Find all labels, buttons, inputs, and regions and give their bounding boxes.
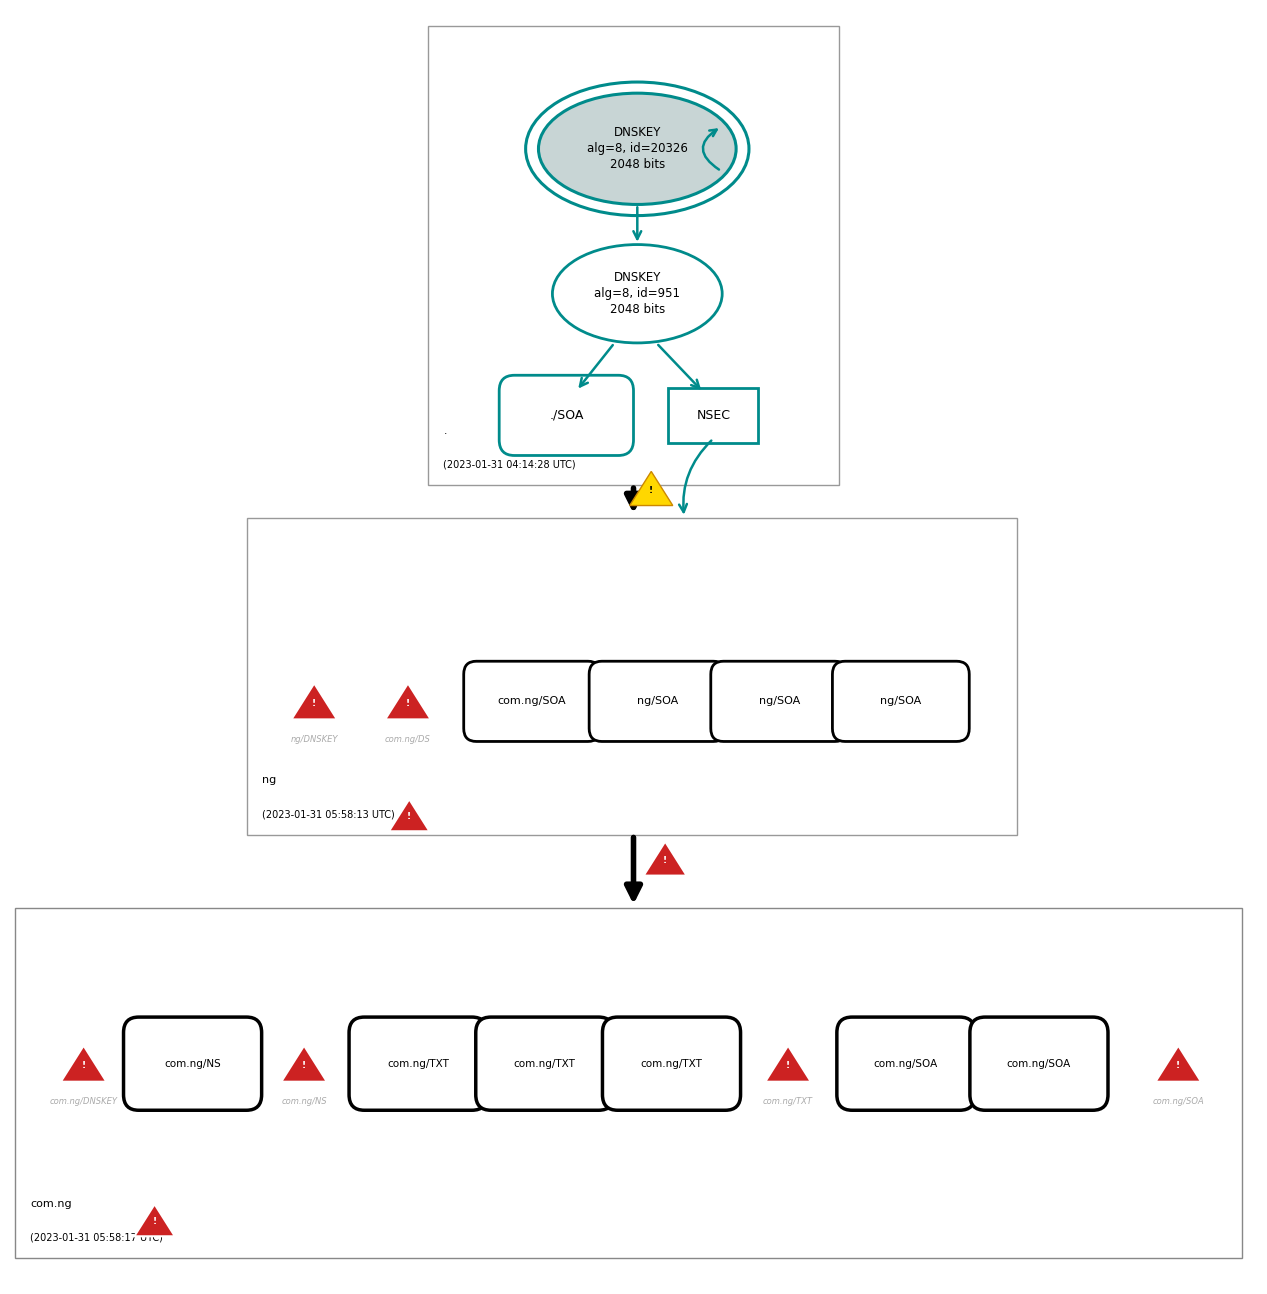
- Text: com.ng/SOA: com.ng/SOA: [498, 696, 566, 707]
- Text: (2023-01-31 05:58:17 UTC): (2023-01-31 05:58:17 UTC): [30, 1232, 163, 1242]
- Polygon shape: [291, 683, 337, 719]
- Polygon shape: [134, 1205, 175, 1236]
- Text: com.ng/DS: com.ng/DS: [385, 735, 431, 744]
- Text: NSEC: NSEC: [697, 409, 730, 422]
- Text: com.ng/TXT: com.ng/TXT: [514, 1058, 575, 1069]
- Text: DNSKEY
alg=8, id=951
2048 bits: DNSKEY alg=8, id=951 2048 bits: [594, 272, 680, 316]
- FancyBboxPatch shape: [832, 661, 969, 741]
- Text: !: !: [663, 855, 668, 864]
- FancyBboxPatch shape: [476, 1017, 614, 1110]
- Text: com.ng/TXT: com.ng/TXT: [388, 1058, 449, 1069]
- FancyBboxPatch shape: [15, 908, 1242, 1258]
- Text: com.ng/TXT: com.ng/TXT: [641, 1058, 702, 1069]
- FancyBboxPatch shape: [350, 1017, 488, 1110]
- FancyBboxPatch shape: [971, 1017, 1107, 1110]
- Text: !: !: [312, 699, 317, 708]
- FancyBboxPatch shape: [499, 375, 634, 455]
- Text: DNSKEY
alg=8, id=20326
2048 bits: DNSKEY alg=8, id=20326 2048 bits: [587, 127, 688, 171]
- Polygon shape: [389, 800, 430, 831]
- Polygon shape: [644, 841, 687, 876]
- Text: (2023-01-31 04:14:28 UTC): (2023-01-31 04:14:28 UTC): [443, 459, 576, 470]
- Text: ng/SOA: ng/SOA: [637, 696, 678, 707]
- Text: .: .: [443, 426, 447, 436]
- FancyBboxPatch shape: [428, 26, 839, 485]
- Text: com.ng/DNSKEY: com.ng/DNSKEY: [49, 1097, 118, 1106]
- Text: ng/SOA: ng/SOA: [881, 696, 921, 707]
- Text: !: !: [1176, 1061, 1181, 1070]
- Text: com.ng/NS: com.ng/NS: [165, 1058, 220, 1069]
- Text: !: !: [81, 1061, 86, 1070]
- Text: ng: ng: [262, 775, 276, 785]
- FancyBboxPatch shape: [669, 388, 758, 443]
- FancyBboxPatch shape: [836, 1017, 976, 1110]
- Ellipse shape: [552, 245, 722, 343]
- Polygon shape: [765, 1046, 811, 1082]
- Text: ./SOA: ./SOA: [549, 409, 584, 422]
- Ellipse shape: [538, 93, 736, 204]
- Polygon shape: [385, 683, 431, 719]
- Text: !: !: [786, 1061, 791, 1070]
- Text: com.ng: com.ng: [30, 1198, 72, 1209]
- FancyBboxPatch shape: [247, 518, 1017, 835]
- Text: com.ng/TXT: com.ng/TXT: [763, 1097, 813, 1106]
- Text: !: !: [649, 485, 654, 494]
- Polygon shape: [630, 471, 673, 506]
- Text: com.ng/SOA: com.ng/SOA: [1153, 1097, 1204, 1106]
- Polygon shape: [1156, 1046, 1201, 1082]
- FancyBboxPatch shape: [603, 1017, 740, 1110]
- Text: (2023-01-31 05:58:13 UTC): (2023-01-31 05:58:13 UTC): [262, 809, 395, 819]
- Polygon shape: [61, 1046, 106, 1082]
- Text: com.ng/SOA: com.ng/SOA: [1007, 1058, 1071, 1069]
- FancyBboxPatch shape: [711, 661, 848, 741]
- Text: com.ng/NS: com.ng/NS: [281, 1097, 327, 1106]
- FancyBboxPatch shape: [589, 661, 726, 741]
- Text: ng/DNSKEY: ng/DNSKEY: [290, 735, 338, 744]
- Text: ng/SOA: ng/SOA: [759, 696, 799, 707]
- Text: !: !: [407, 813, 412, 822]
- Text: !: !: [152, 1218, 157, 1227]
- Text: com.ng/SOA: com.ng/SOA: [874, 1058, 938, 1069]
- Text: !: !: [302, 1061, 307, 1070]
- Polygon shape: [281, 1046, 327, 1082]
- FancyBboxPatch shape: [464, 661, 601, 741]
- Text: !: !: [405, 699, 411, 708]
- FancyBboxPatch shape: [123, 1017, 262, 1110]
